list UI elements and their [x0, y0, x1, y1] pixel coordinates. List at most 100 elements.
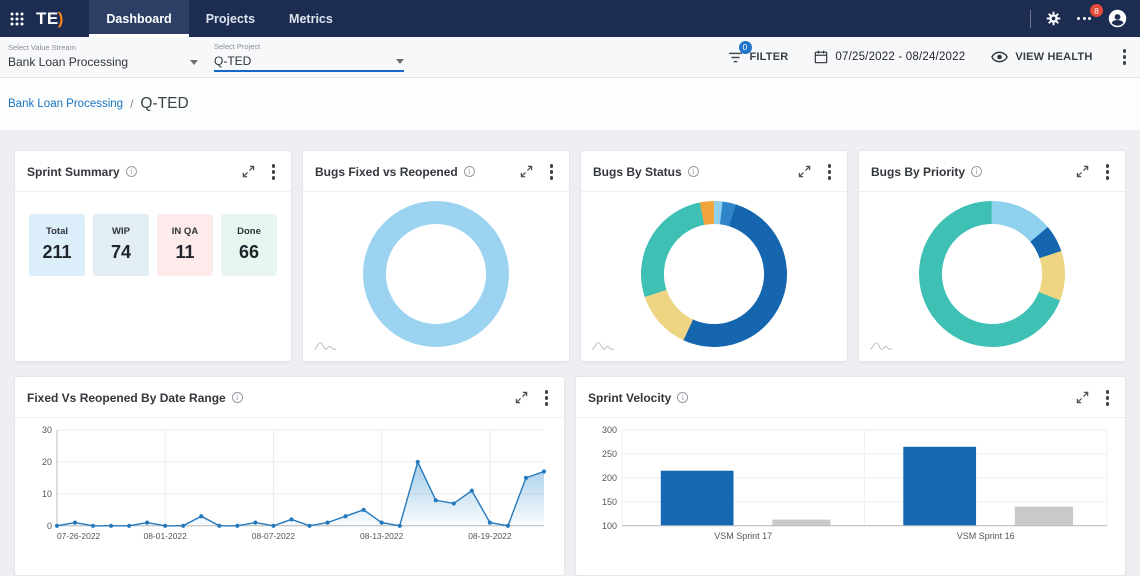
chevron-down-icon	[190, 59, 198, 65]
card-header: Sprint Velocity	[576, 377, 1125, 418]
kebab-menu-icon[interactable]	[824, 162, 836, 182]
card-title: Sprint Velocity	[588, 390, 672, 405]
card-header: Fixed Vs Reopened By Date Range	[15, 377, 564, 418]
navbar-divider	[1030, 9, 1031, 28]
info-icon[interactable]	[231, 392, 243, 404]
card-title: Bugs Fixed vs Reopened	[315, 164, 458, 179]
expand-icon[interactable]	[1076, 165, 1089, 178]
overflow-menu-icon[interactable]: 8	[1076, 4, 1103, 23]
filter-button-label: FILTER	[749, 51, 789, 63]
value-stream-select[interactable]: Select Value Stream Bank Loan Processing	[8, 43, 198, 71]
svg-text:08-19-2022: 08-19-2022	[468, 530, 512, 540]
kebab-menu-icon[interactable]	[546, 162, 558, 182]
stat-label: IN QA	[171, 226, 199, 237]
stat-label: Total	[46, 226, 68, 237]
card-header: Bugs Fixed vs Reopened	[303, 151, 569, 192]
donut-chart	[581, 192, 847, 347]
filter-bar: Select Value Stream Bank Loan Processing…	[0, 37, 1140, 78]
filter-button[interactable]: 0 FILTER	[728, 40, 789, 63]
stat-tile-done: Done 66	[221, 213, 277, 276]
sprint-summary-card: Sprint Summary Total	[14, 150, 292, 362]
cards-row-1: Sprint Summary Total	[14, 150, 1126, 362]
stat-tile-total: Total 211	[29, 213, 85, 276]
bugs-by-priority-card: Bugs By Priority	[858, 150, 1126, 362]
cards-row-2: Fixed Vs Reopened By Date Range 01020300…	[14, 376, 1126, 576]
notification-badge: 8	[1090, 4, 1103, 17]
svg-text:07-26-2022: 07-26-2022	[57, 530, 101, 540]
kebab-menu-icon[interactable]	[1119, 47, 1131, 67]
svg-text:10: 10	[42, 488, 52, 498]
svg-text:30: 30	[42, 424, 52, 434]
expand-icon[interactable]	[1076, 391, 1089, 404]
info-icon[interactable]	[463, 166, 475, 178]
sprint-summary-tiles: Total 211 WIP 74 IN QA 11 Done 66	[15, 192, 291, 298]
breadcrumb-parent-link[interactable]: Bank Loan Processing	[8, 98, 124, 110]
sparkline-zoom-icon	[869, 340, 893, 354]
filter-count-badge: 0	[738, 40, 752, 54]
card-title: Fixed Vs Reopened By Date Range	[27, 390, 226, 405]
chevron-down-icon	[396, 58, 404, 64]
user-avatar-icon[interactable]	[1107, 8, 1128, 29]
stat-value: 11	[175, 242, 195, 262]
info-icon[interactable]	[971, 166, 983, 178]
svg-text:08-07-2022: 08-07-2022	[252, 530, 296, 540]
svg-text:VSM Sprint 16: VSM Sprint 16	[957, 530, 1015, 540]
fixed-vs-reopened-by-date-card: Fixed Vs Reopened By Date Range 01020300…	[14, 376, 565, 576]
stat-tile-inqa: IN QA 11	[157, 213, 213, 276]
stat-value: 211	[42, 242, 72, 262]
svg-text:08-13-2022: 08-13-2022	[360, 530, 404, 540]
expand-icon[interactable]	[520, 165, 533, 178]
expand-icon[interactable]	[798, 165, 811, 178]
ted-logo[interactable]: TE )	[36, 9, 63, 29]
sparkline-zoom-icon	[313, 340, 337, 354]
svg-text:250: 250	[602, 448, 617, 458]
gear-icon[interactable]	[1046, 11, 1061, 26]
breadcrumb-current: Q-TED	[140, 95, 189, 112]
card-title: Sprint Summary	[27, 164, 120, 179]
nav-item-projects[interactable]: Projects	[205, 11, 256, 26]
svg-text:20: 20	[42, 456, 52, 466]
breadcrumb: Bank Loan Processing / Q-TED	[0, 78, 1140, 130]
info-icon[interactable]	[677, 392, 689, 404]
stat-tile-wip: WIP 74	[93, 213, 149, 276]
view-health-button[interactable]: VIEW HEALTH	[991, 51, 1092, 63]
dashboard-content: Sprint Summary Total	[0, 130, 1140, 576]
primary-nav: Dashboard Projects Metrics	[89, 0, 349, 37]
kebab-menu-icon[interactable]	[541, 388, 553, 408]
nav-item-dashboard[interactable]: Dashboard	[89, 0, 189, 37]
filter-bar-right-cluster: 0 FILTER 07/25/2022 - 08/24/2022 VI	[728, 40, 1131, 67]
svg-text:08-01-2022: 08-01-2022	[144, 530, 188, 540]
project-select[interactable]: Select Project Q-TED	[214, 42, 404, 72]
calendar-icon	[815, 50, 828, 64]
bugs-fixed-vs-reopened-card: Bugs Fixed vs Reopened	[302, 150, 570, 362]
line-area-chart: 0 10 20 30 07-26-2022 08-01-2022 08-07-2022 08-…	[15, 418, 564, 544]
svg-text:200: 200	[602, 472, 617, 482]
card-header: Bugs By Status	[581, 151, 847, 192]
breadcrumb-separator: /	[130, 97, 134, 111]
apps-grid-icon[interactable]	[10, 12, 24, 26]
expand-icon[interactable]	[515, 391, 528, 404]
svg-text:150: 150	[602, 496, 617, 506]
stat-label: WIP	[112, 226, 130, 237]
kebab-menu-icon[interactable]	[1102, 162, 1114, 182]
stat-value: 74	[110, 242, 132, 262]
card-title: Bugs By Status	[593, 164, 682, 179]
bar-chart: 100 150 200 250 300 VSM Sprint 17 VSM Sprint 1…	[576, 418, 1125, 544]
date-range-picker[interactable]: 07/25/2022 - 08/24/2022	[814, 50, 965, 64]
filter-funnel-icon	[728, 52, 742, 62]
svg-text:VSM Sprint 17: VSM Sprint 17	[714, 530, 772, 540]
stat-label: Done	[237, 226, 261, 237]
info-icon[interactable]	[687, 166, 699, 178]
card-header: Bugs By Priority	[859, 151, 1125, 192]
eye-icon	[991, 51, 1009, 63]
date-range-value: 07/25/2022 - 08/24/2022	[835, 51, 966, 63]
expand-icon[interactable]	[242, 165, 255, 178]
value-stream-label: Select Value Stream	[8, 43, 76, 52]
info-icon[interactable]	[125, 166, 137, 178]
card-header: Sprint Summary	[15, 151, 291, 192]
nav-item-metrics[interactable]: Metrics	[289, 11, 333, 26]
donut-chart	[303, 192, 569, 347]
project-value: Q-TED	[214, 54, 252, 68]
kebab-menu-icon[interactable]	[268, 162, 280, 182]
kebab-menu-icon[interactable]	[1102, 388, 1114, 408]
